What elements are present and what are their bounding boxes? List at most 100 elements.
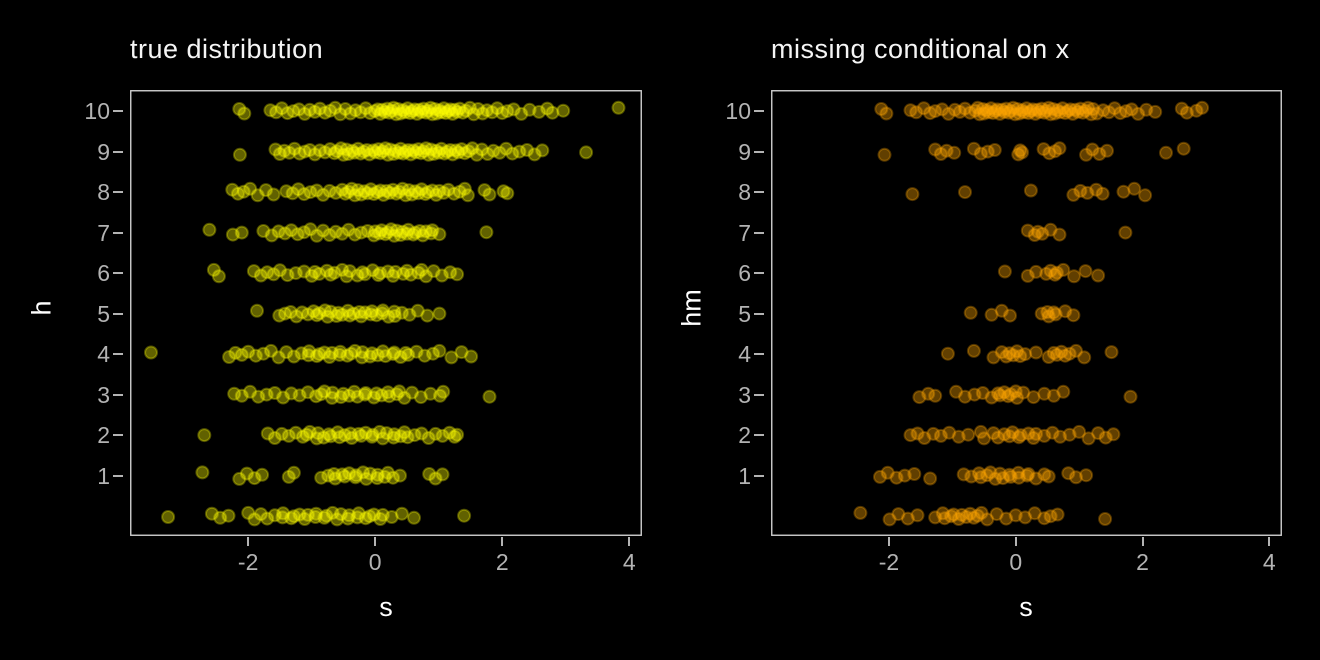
data-point bbox=[370, 471, 385, 486]
data-point bbox=[234, 225, 249, 240]
data-point bbox=[447, 186, 461, 201]
data-point bbox=[400, 263, 414, 278]
data-point bbox=[1039, 266, 1054, 281]
data-point bbox=[323, 142, 338, 157]
data-point bbox=[958, 101, 972, 116]
data-point bbox=[290, 227, 305, 242]
data-point bbox=[994, 102, 1009, 117]
data-point bbox=[401, 222, 416, 237]
data-point bbox=[480, 147, 495, 161]
data-point bbox=[300, 385, 315, 400]
data-point bbox=[1048, 106, 1062, 121]
data-point bbox=[318, 303, 332, 318]
data-point bbox=[897, 468, 912, 483]
x-tick-mark bbox=[501, 537, 504, 546]
data-point bbox=[401, 143, 416, 157]
y-tick-label: 8 bbox=[97, 179, 110, 206]
data-point bbox=[1041, 350, 1056, 364]
data-point bbox=[414, 182, 429, 197]
data-point bbox=[414, 104, 429, 119]
data-point bbox=[327, 265, 342, 280]
data-point bbox=[1002, 467, 1017, 482]
data-point bbox=[389, 387, 404, 402]
data-point bbox=[384, 103, 399, 118]
y-tick-mark bbox=[754, 191, 764, 194]
y-tick-label: 7 bbox=[97, 219, 110, 246]
data-point bbox=[1138, 188, 1153, 203]
data-point bbox=[947, 145, 962, 160]
data-point bbox=[903, 428, 918, 443]
data-point bbox=[442, 425, 457, 440]
data-point bbox=[889, 470, 904, 485]
data-point bbox=[1012, 106, 1027, 121]
data-point bbox=[999, 511, 1014, 526]
data-point bbox=[964, 469, 979, 484]
data-point bbox=[1039, 103, 1054, 118]
y-tick-label: 6 bbox=[738, 260, 751, 287]
data-point bbox=[464, 349, 479, 364]
data-point bbox=[297, 225, 312, 240]
data-point bbox=[462, 100, 477, 115]
data-point bbox=[303, 185, 318, 200]
data-point bbox=[408, 184, 423, 199]
data-point bbox=[1052, 227, 1067, 242]
data-point bbox=[963, 506, 978, 521]
data-point bbox=[1045, 425, 1060, 440]
data-point bbox=[206, 262, 221, 277]
data-point bbox=[1023, 104, 1038, 119]
data-point bbox=[1020, 268, 1035, 283]
data-point bbox=[366, 390, 381, 405]
data-point bbox=[480, 103, 494, 118]
data-point bbox=[999, 349, 1014, 364]
data-point bbox=[397, 425, 412, 440]
data-point bbox=[323, 267, 338, 282]
data-point bbox=[465, 141, 480, 156]
data-point bbox=[435, 428, 450, 443]
data-point bbox=[351, 183, 365, 198]
data-point bbox=[987, 143, 1002, 157]
data-point bbox=[1002, 429, 1017, 444]
data-point bbox=[433, 388, 447, 403]
data-point bbox=[958, 185, 972, 200]
data-point bbox=[984, 390, 999, 405]
data-point bbox=[1003, 103, 1018, 118]
data-point bbox=[243, 181, 258, 196]
data-point bbox=[434, 268, 449, 283]
data-point bbox=[434, 141, 449, 156]
data-point bbox=[1081, 100, 1095, 115]
data-point bbox=[961, 427, 976, 442]
data-point bbox=[408, 145, 423, 160]
data-point bbox=[356, 144, 371, 159]
data-point bbox=[271, 350, 286, 365]
data-point bbox=[297, 144, 312, 159]
data-point bbox=[1084, 107, 1099, 122]
data-point bbox=[935, 102, 950, 117]
data-point bbox=[297, 187, 312, 202]
data-point bbox=[1001, 389, 1016, 404]
data-point bbox=[1050, 103, 1065, 118]
data-point bbox=[1020, 468, 1035, 483]
data-point bbox=[333, 141, 348, 156]
data-point bbox=[1013, 143, 1028, 158]
y-tick-mark bbox=[754, 474, 764, 477]
data-point bbox=[295, 429, 310, 444]
data-point bbox=[420, 308, 435, 323]
data-point bbox=[303, 222, 318, 237]
data-point bbox=[540, 101, 555, 116]
y-tick-label: 9 bbox=[738, 138, 751, 165]
data-point bbox=[411, 186, 426, 201]
data-point bbox=[986, 426, 1001, 441]
data-point bbox=[1095, 186, 1110, 201]
data-point bbox=[321, 427, 336, 442]
data-point bbox=[459, 103, 473, 118]
data-point bbox=[335, 226, 350, 241]
data-point bbox=[291, 182, 306, 197]
data-point bbox=[1046, 345, 1061, 360]
data-point bbox=[377, 104, 392, 119]
data-point bbox=[362, 147, 377, 162]
data-point bbox=[1023, 183, 1038, 198]
data-point bbox=[323, 304, 338, 319]
data-point bbox=[1029, 345, 1043, 360]
data-point bbox=[419, 105, 433, 120]
data-point bbox=[225, 227, 240, 242]
